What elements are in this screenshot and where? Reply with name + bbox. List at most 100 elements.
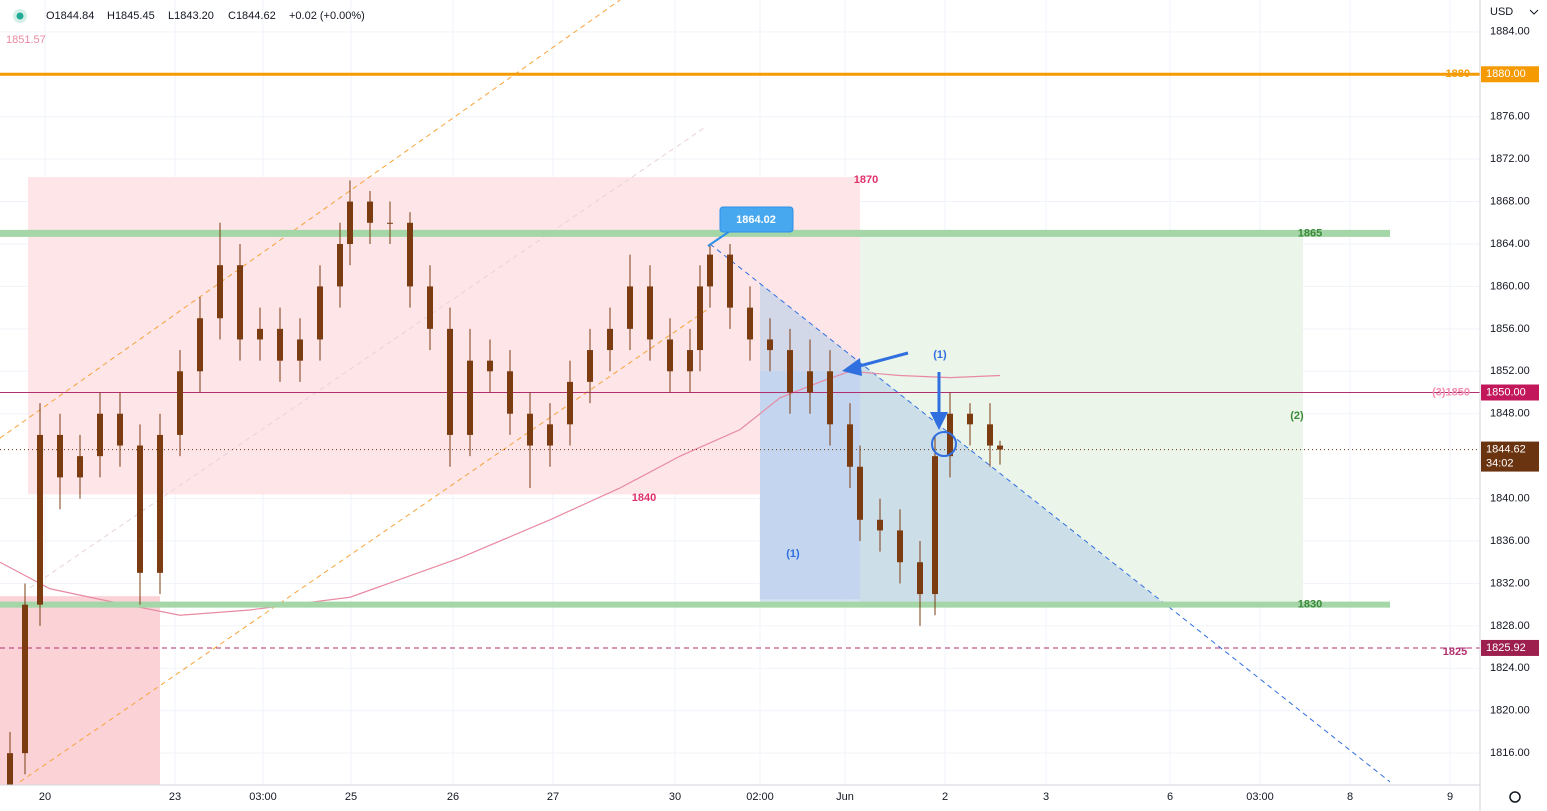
price-tag-label: 1880.00 [1486, 68, 1526, 80]
candle-body [257, 328, 263, 340]
y-tick-label: 1848.00 [1490, 408, 1530, 420]
candle-body [57, 434, 63, 478]
x-tick-label: 23 [169, 791, 181, 803]
candle-body [97, 413, 103, 457]
candle-body [137, 445, 143, 573]
moving-average [0, 370, 1001, 616]
header-change: +0.02 (+0.00%) [289, 10, 365, 22]
callout-text: 1864.02 [736, 214, 776, 226]
candle-body [117, 413, 123, 446]
callout-pointer [707, 230, 731, 247]
annotation: 1840 [632, 492, 656, 504]
overlay: 1864.02 [707, 206, 957, 457]
candle-body [367, 201, 373, 223]
candle-body [197, 318, 203, 372]
x-tick-label: 9 [1447, 791, 1453, 803]
candle-body [627, 286, 633, 329]
x-tick-label: 6 [1167, 791, 1173, 803]
candle-body [7, 753, 13, 785]
candle-body [647, 286, 653, 340]
currency-dropdown[interactable] [1529, 9, 1539, 15]
x-tick-label: 26 [447, 791, 459, 803]
level-label: 1830 [1298, 599, 1322, 611]
annotation: 1870 [854, 174, 878, 186]
annotation: (1) [786, 548, 800, 560]
candle-body [337, 243, 343, 287]
candle-body [237, 265, 243, 340]
candle-body [157, 434, 163, 573]
y-tick-label: 1864.00 [1490, 238, 1530, 250]
y-tick-label: 1856.00 [1490, 323, 1530, 335]
candle-body [427, 286, 433, 329]
candle-body [827, 371, 833, 425]
price-tag [1481, 66, 1539, 83]
candle-body [607, 328, 613, 351]
header-low: L1843.20 [168, 10, 214, 22]
candle-body [997, 445, 1003, 450]
trend-shade [760, 283, 1165, 605]
header-close: C1844.62 [228, 10, 276, 22]
candle-body [22, 604, 28, 754]
level-label: 1880 [1446, 68, 1470, 80]
candle-body [747, 307, 753, 340]
callout-box [719, 206, 794, 233]
x-tick-label: 25 [345, 791, 357, 803]
price-tag-label: 1850.00 [1486, 386, 1526, 398]
candle-body [447, 328, 453, 435]
candle-body [897, 530, 903, 563]
candle-body [967, 413, 973, 425]
x-tick-label: 8 [1347, 791, 1353, 803]
countdown: 34:02 [1486, 457, 1514, 469]
candle-body [347, 201, 353, 244]
highlight-circle [931, 431, 957, 457]
indicator-value: 1851.57 [6, 34, 46, 46]
candle-body [527, 413, 533, 446]
x-tick-label: 2 [942, 791, 948, 803]
candle-body [917, 562, 923, 595]
annotation: (2) [1290, 410, 1304, 422]
candle-body [987, 424, 993, 446]
y-tick-label: 1840.00 [1490, 492, 1530, 504]
candle-body [847, 424, 853, 467]
x-tick-label: 03:00 [1246, 791, 1274, 803]
y-tick-label: 1884.00 [1490, 26, 1530, 38]
arrow-head [930, 412, 948, 430]
candle-body [407, 222, 413, 287]
candle-body [687, 350, 693, 372]
y-tick-label: 1832.00 [1490, 577, 1530, 589]
y-tick-label: 1824.00 [1490, 662, 1530, 674]
settings-icon[interactable] [1509, 791, 1521, 803]
header-open: O1844.84 [46, 10, 94, 22]
candle-body [547, 424, 553, 446]
trendline [709, 243, 1391, 783]
header-high: H1845.45 [107, 10, 155, 22]
annotation: 1825 [1443, 646, 1467, 658]
candle-body [947, 413, 953, 457]
status-icon [16, 12, 24, 20]
candle-body [767, 339, 773, 351]
candle-body [77, 456, 83, 478]
candle-body [317, 286, 323, 340]
candle-body [787, 350, 793, 393]
plot-area [0, 0, 1480, 785]
price-tag [1481, 639, 1539, 656]
candle-body [727, 254, 733, 308]
x-tick-label: 20 [39, 791, 51, 803]
y-tick-label: 1876.00 [1490, 111, 1530, 123]
candle-body [37, 434, 43, 605]
y-tick-label: 1860.00 [1490, 280, 1530, 292]
trendline [19, 307, 711, 783]
price-tag [1481, 384, 1539, 401]
candle-body [567, 381, 573, 425]
candle-body [587, 350, 593, 382]
x-tick-label: 27 [547, 791, 559, 803]
candle-body [932, 456, 938, 595]
candle-body [387, 222, 393, 224]
price-tag-label: 1825.92 [1486, 642, 1526, 654]
price-tag-label: 1844.62 [1486, 443, 1526, 455]
currency[interactable]: USD [1490, 6, 1513, 18]
y-tick-label: 1816.00 [1490, 747, 1530, 759]
candle-body [667, 339, 673, 372]
level-label: 1865 [1298, 227, 1322, 239]
